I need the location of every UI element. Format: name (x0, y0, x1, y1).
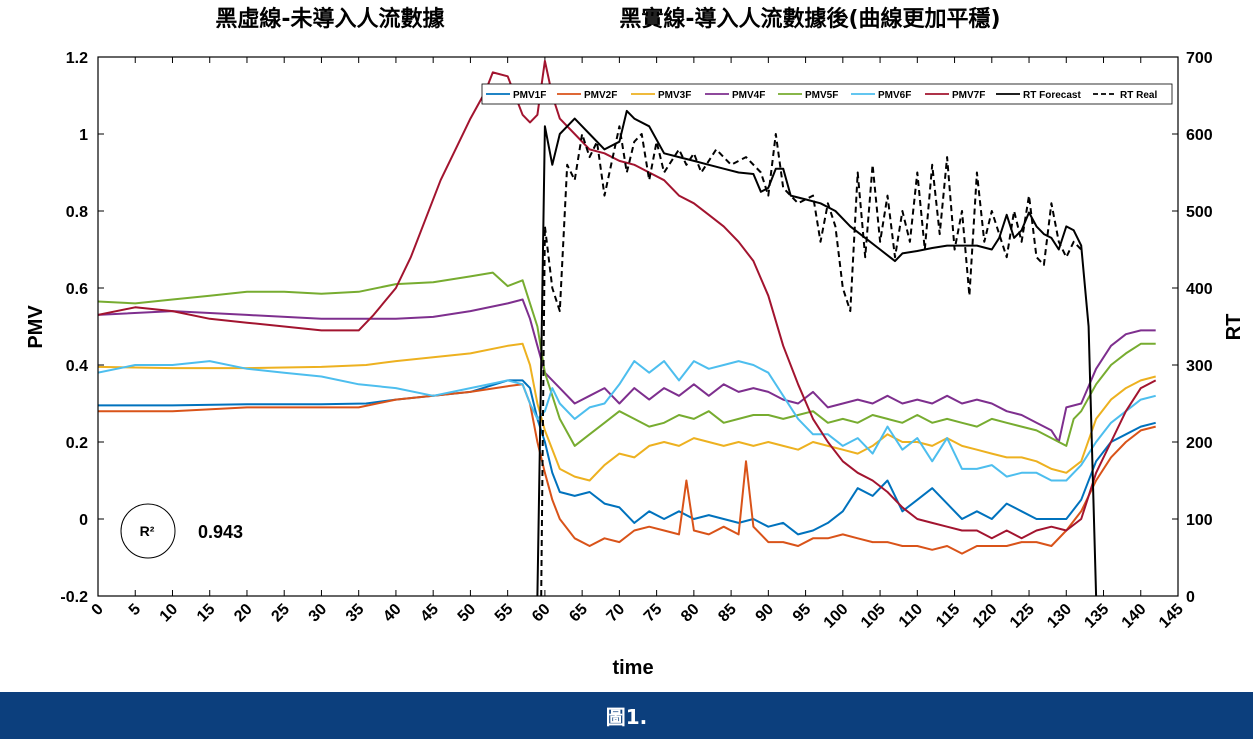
y-right-tick-label: 400 (1186, 281, 1213, 298)
x-tick-label: 65 (566, 601, 591, 626)
x-tick-label: 145 (1156, 601, 1187, 632)
x-tick-label: 10 (157, 601, 182, 626)
series-line-rt-forecast (536, 109, 1098, 596)
chart-title-right: 黑實線-導入人流數據後(曲線更加平穩) (619, 6, 1000, 32)
y-right-tick-label: 700 (1186, 50, 1213, 67)
x-tick-label: 105 (858, 601, 889, 632)
x-tick-label: 75 (641, 601, 666, 626)
figure-caption-bar: 圖1. (0, 692, 1253, 739)
legend-label: PMV2F (584, 90, 617, 101)
legend-label: PMV7F (952, 90, 985, 101)
x-tick-label: 35 (343, 601, 368, 626)
legend: PMV1F PMV2F PMV3F PMV4F PMV5F PMV6F PMV7F RT Fo… (481, 83, 1173, 105)
y-axis-label: PMV (25, 305, 47, 349)
x-tick-label: 85 (715, 601, 740, 626)
y-right-tick-label: 100 (1186, 512, 1213, 529)
x-tick-label: 5 (126, 601, 144, 619)
x-tick-label: 55 (492, 601, 517, 626)
legend-label: PMV6F (878, 90, 911, 101)
x-tick-label: 140 (1119, 601, 1150, 632)
y-tick-label: 0.8 (66, 204, 88, 221)
series-line-pmv4f (98, 298, 1156, 443)
series-line-pmv1f (98, 379, 1156, 536)
y-right-tick-label: 500 (1186, 204, 1213, 221)
x-tick-label: 100 (821, 601, 852, 632)
x-axis-label: time (612, 657, 653, 679)
series-line-pmv7f (98, 59, 1157, 540)
x-tick-label: 25 (268, 601, 293, 626)
x-tick-label: 20 (231, 601, 256, 626)
legend-label: RT Real (1120, 90, 1157, 101)
x-tick-label: 90 (753, 601, 778, 626)
y-right-tick-label: 600 (1186, 127, 1213, 144)
series-line-pmv5f (98, 271, 1156, 447)
y-right-tick-label: 300 (1186, 358, 1213, 375)
y-tick-label: 0 (79, 512, 88, 529)
x-tick-label: 50 (455, 601, 480, 626)
r2-annotation: R² 0.943 (120, 503, 243, 559)
x-tick-label: 110 (896, 601, 926, 631)
r2-symbol: R² (140, 523, 155, 539)
r2-value: 0.943 (198, 522, 243, 542)
y-tick-label: -0.2 (60, 589, 88, 606)
legend-label: PMV4F (732, 90, 765, 101)
y-tick-label: 0.6 (66, 281, 88, 298)
x-tick-label: 130 (1044, 601, 1075, 632)
x-tick-label: 0 (89, 601, 107, 619)
series-line-pmv3f (98, 342, 1156, 482)
x-tick-label: 70 (604, 601, 629, 626)
x-tick-label: 135 (1081, 601, 1112, 632)
x-tick-label: 60 (529, 601, 554, 626)
legend-label: RT Forecast (1023, 90, 1081, 101)
x-tick-label: 120 (970, 601, 1001, 632)
legend-label: PMV5F (805, 90, 838, 101)
legend-label: PMV1F (513, 90, 546, 101)
x-tick-label: 95 (790, 601, 815, 626)
x-tick-label: 125 (1007, 601, 1038, 632)
x-tick-label: 30 (306, 601, 331, 626)
legend-label: PMV3F (658, 90, 691, 101)
y-right-tick-label: 200 (1186, 435, 1213, 452)
plot-frame (97, 56, 1179, 597)
series-line-rt-real (540, 125, 1082, 596)
y-right-tick-label: 0 (1186, 589, 1195, 606)
y-tick-label: 0.4 (66, 358, 88, 375)
series-line-pmv6f (98, 360, 1156, 482)
y-tick-label: 1 (79, 127, 88, 144)
y-right-axis-label: RT (1223, 314, 1245, 341)
x-tick-label: 115 (933, 601, 963, 631)
chart-canvas: 黑虛線-未導入人流數據 黑實線-導入人流數據後(曲線更加平穩) 0 5 10 15 20… (25, 6, 1245, 679)
x-tick-label: 80 (678, 601, 703, 626)
y-tick-label: 1.2 (66, 50, 88, 67)
r2-circle (120, 503, 176, 559)
x-tick-label: 45 (417, 601, 442, 626)
y-tick-label: 0.2 (66, 435, 88, 452)
x-tick-label: 15 (194, 601, 219, 626)
figure-caption: 圖1. (605, 705, 648, 729)
x-tick-label: 40 (380, 601, 405, 626)
chart-title-left: 黑虛線-未導入人流數據 (215, 6, 445, 32)
legend-box (481, 83, 1173, 105)
